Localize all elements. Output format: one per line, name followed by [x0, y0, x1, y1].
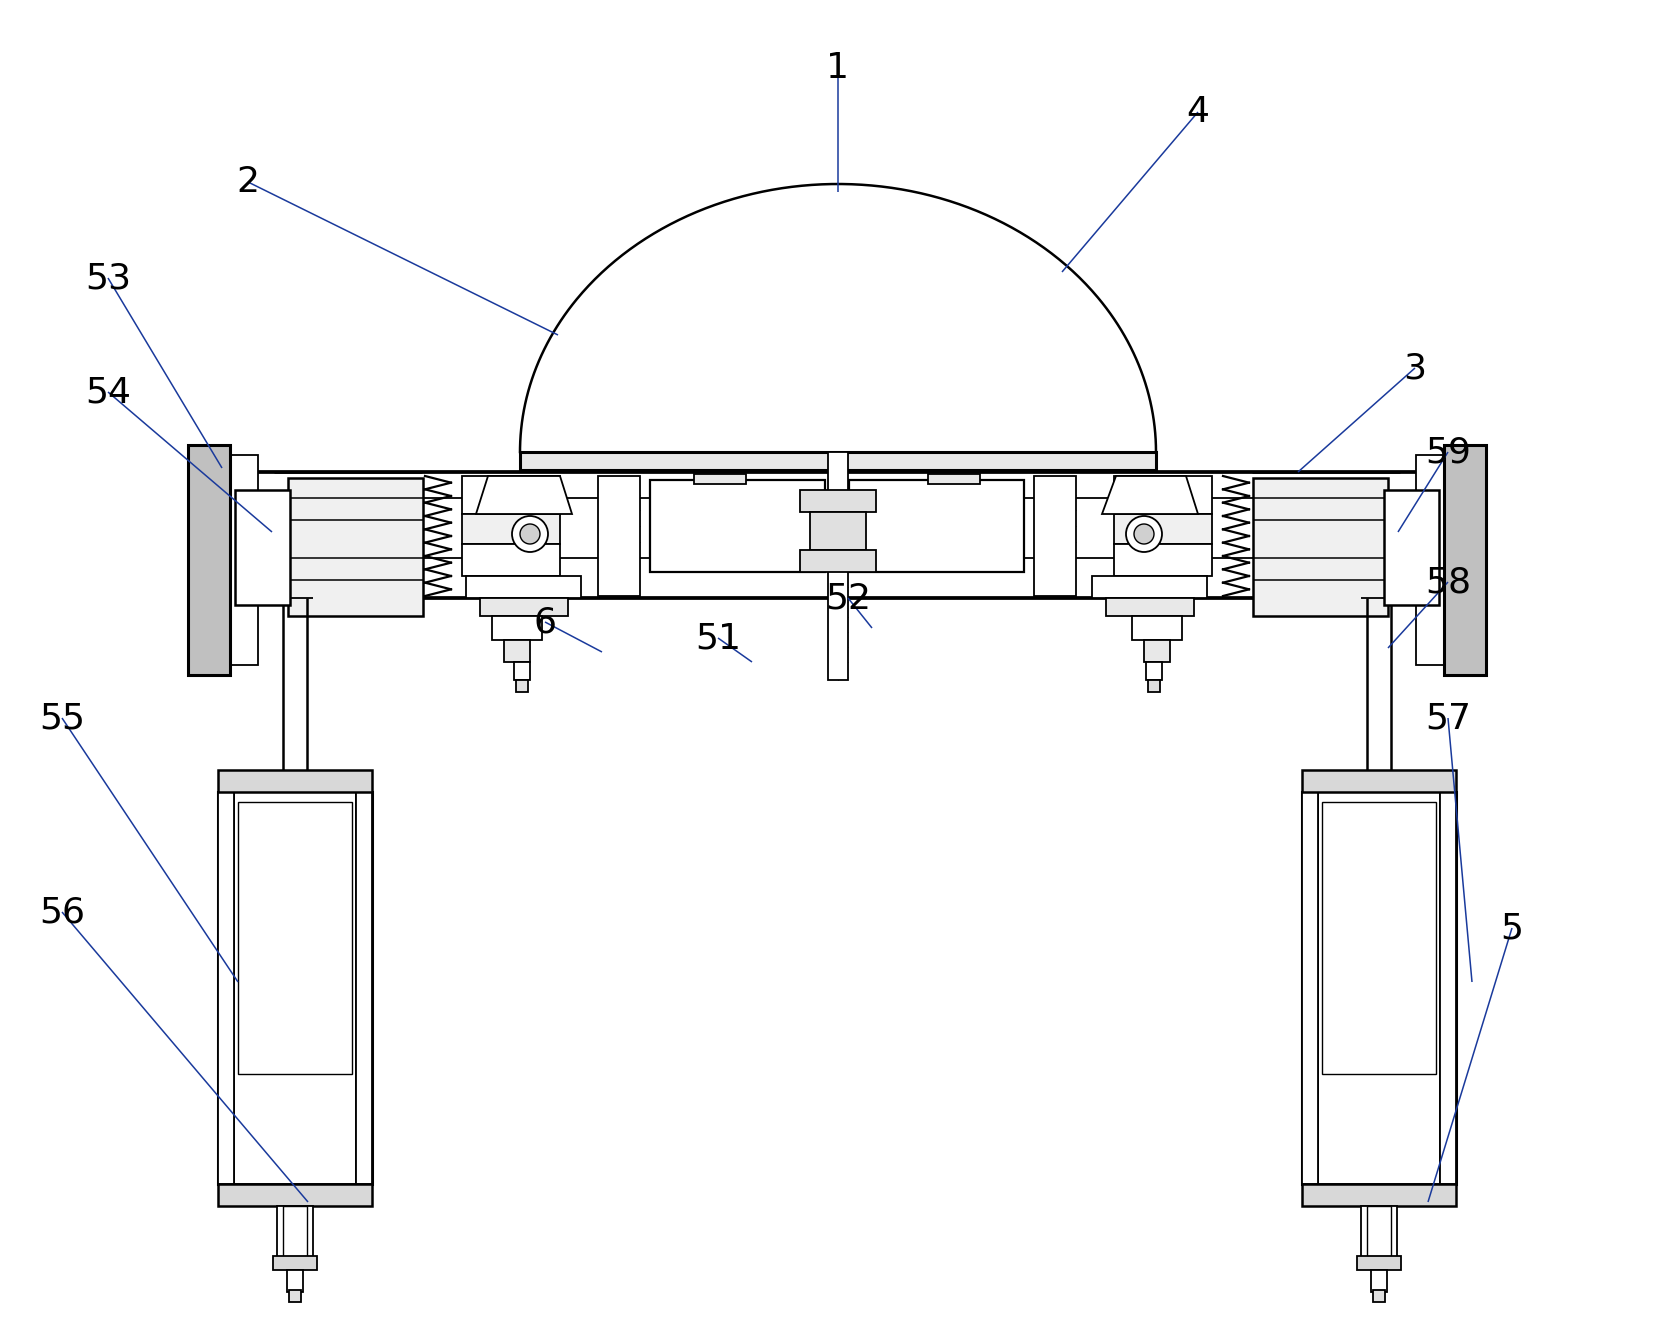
Text: 57: 57 — [1425, 701, 1471, 735]
Bar — [1371, 1270, 1388, 1291]
Bar — [800, 489, 877, 512]
Bar — [504, 640, 529, 662]
Text: 51: 51 — [695, 621, 741, 654]
Bar — [1323, 802, 1436, 1074]
Text: 6: 6 — [533, 605, 556, 640]
Bar — [234, 793, 356, 1184]
Polygon shape — [1102, 476, 1197, 514]
Text: 58: 58 — [1425, 565, 1471, 599]
Polygon shape — [476, 476, 573, 514]
Bar — [1303, 793, 1456, 1184]
Text: 2: 2 — [237, 165, 259, 198]
Bar — [463, 544, 559, 577]
Bar — [929, 473, 980, 484]
Bar — [1144, 640, 1171, 662]
Text: 56: 56 — [38, 894, 85, 929]
Bar — [239, 802, 352, 1074]
Bar — [848, 480, 1024, 573]
Bar — [598, 476, 640, 595]
Bar — [1440, 793, 1456, 1184]
Bar — [1147, 680, 1161, 692]
Bar — [356, 793, 372, 1184]
Bar — [230, 455, 257, 665]
Bar — [1318, 793, 1440, 1184]
Bar — [219, 1184, 372, 1206]
Bar — [257, 498, 276, 598]
Bar — [463, 514, 559, 544]
Bar — [1384, 489, 1440, 605]
Bar — [189, 445, 230, 675]
Bar — [1373, 1290, 1384, 1302]
Circle shape — [513, 516, 548, 552]
Bar — [1416, 455, 1445, 665]
Bar — [277, 1206, 312, 1258]
Bar — [1114, 514, 1212, 544]
Bar — [219, 793, 234, 1184]
Bar — [1114, 544, 1212, 577]
Bar — [1358, 1257, 1401, 1270]
Bar — [272, 1257, 317, 1270]
Bar — [219, 770, 372, 793]
Text: 54: 54 — [85, 375, 130, 409]
Text: 55: 55 — [38, 701, 85, 735]
Text: 1: 1 — [827, 51, 850, 84]
Bar — [479, 598, 568, 616]
Text: 52: 52 — [825, 581, 872, 616]
Text: 59: 59 — [1425, 434, 1471, 469]
Bar — [1146, 662, 1162, 680]
Bar — [1106, 598, 1194, 616]
Bar — [1368, 1206, 1391, 1258]
Bar — [1303, 770, 1456, 793]
Bar — [1092, 577, 1207, 598]
Bar — [828, 452, 848, 680]
Bar — [800, 550, 877, 573]
Bar — [516, 680, 528, 692]
Bar — [1303, 1184, 1456, 1206]
Bar — [1252, 477, 1388, 616]
Bar — [1303, 793, 1318, 1184]
Bar — [235, 489, 291, 605]
Bar — [519, 452, 1156, 469]
Bar — [1445, 445, 1486, 675]
Bar — [466, 577, 581, 598]
Bar — [1361, 1206, 1398, 1258]
Bar — [289, 1290, 301, 1302]
Bar — [1034, 476, 1075, 595]
Bar — [287, 477, 423, 616]
Bar — [463, 476, 559, 514]
Text: 4: 4 — [1186, 95, 1209, 129]
Bar — [493, 616, 543, 640]
Bar — [219, 793, 372, 1184]
Bar — [1114, 476, 1212, 514]
Bar — [1132, 616, 1182, 640]
Circle shape — [1134, 524, 1154, 544]
Bar — [650, 480, 825, 573]
Text: 53: 53 — [85, 261, 130, 295]
Text: 5: 5 — [1501, 911, 1523, 945]
Bar — [514, 662, 529, 680]
Bar — [282, 1206, 307, 1258]
Bar — [1399, 498, 1418, 598]
Bar — [287, 1270, 302, 1291]
Bar — [695, 473, 746, 484]
Bar — [810, 512, 867, 550]
Circle shape — [1126, 516, 1162, 552]
Text: 3: 3 — [1403, 351, 1426, 385]
Circle shape — [519, 524, 539, 544]
